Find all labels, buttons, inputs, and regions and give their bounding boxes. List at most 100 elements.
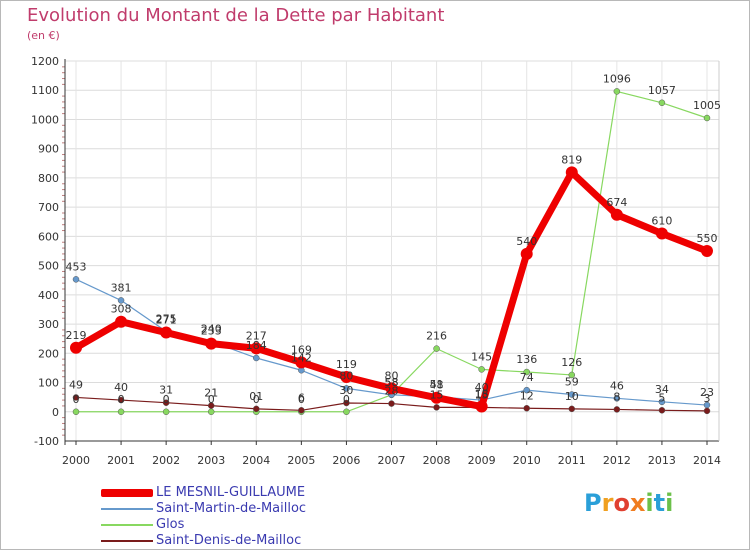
data-point [72, 276, 80, 283]
data-label: 0 [73, 393, 80, 406]
y-tick-label: 100 [38, 377, 59, 390]
data-label: 0 [343, 393, 350, 406]
data-label: 3 [704, 392, 711, 405]
x-tick-label: 2012 [603, 454, 631, 467]
data-label: 233 [201, 325, 222, 338]
data-label: 145 [471, 350, 492, 363]
data-point [655, 227, 668, 240]
data-label: 169 [291, 343, 312, 356]
data-point [475, 400, 488, 413]
data-label: 275 [156, 312, 177, 325]
data-label: 15 [430, 388, 444, 401]
data-label: 48 [430, 379, 444, 392]
data-point [523, 405, 530, 412]
data-point [295, 356, 308, 369]
legend-swatch [101, 540, 153, 542]
data-point [117, 297, 125, 304]
y-tick-label: 400 [38, 289, 59, 302]
x-tick-label: 2010 [513, 454, 541, 467]
data-point [162, 408, 170, 416]
data-label: 142 [291, 351, 312, 364]
data-label: 453 [66, 260, 87, 273]
x-tick-label: 2008 [423, 454, 451, 467]
legend-label: Saint-Denis-de-Mailloc [156, 533, 302, 548]
y-tick-label: 700 [38, 201, 59, 214]
data-label: 74 [520, 371, 534, 384]
logo-letter: i [645, 489, 654, 517]
legend-swatch [101, 489, 153, 497]
data-point [613, 88, 621, 95]
legend-item: Saint-Denis-de-Mailloc [101, 533, 306, 549]
data-label: 6 [298, 391, 305, 404]
data-point [160, 326, 173, 339]
data-point [610, 208, 623, 221]
data-point [343, 399, 350, 407]
legend-label: LE MESNIL-GUILLAUME [156, 485, 306, 500]
data-label: 23 [700, 386, 714, 399]
data-point [520, 247, 533, 260]
logo-letter: r [601, 489, 614, 517]
y-tick-label: 1000 [31, 113, 59, 126]
data-label: 46 [610, 379, 624, 392]
data-point [70, 341, 82, 354]
y-tick-label: 1200 [31, 55, 59, 68]
x-tick-label: 2001 [107, 454, 135, 467]
data-label: 136 [516, 353, 537, 366]
data-point [253, 405, 260, 413]
data-label: 216 [426, 330, 447, 343]
data-label: 5 [658, 391, 665, 404]
data-point [478, 366, 485, 373]
data-label: 1005 [693, 99, 721, 112]
y-tick-label: 800 [38, 172, 59, 185]
data-label: 217 [246, 329, 267, 342]
x-tick-label: 2014 [693, 454, 721, 467]
data-label: 34 [655, 383, 669, 396]
x-tick-label: 2011 [558, 454, 586, 467]
data-point [568, 371, 576, 379]
data-label: 18 [475, 388, 489, 401]
data-point [658, 407, 666, 414]
x-tick-label: 2002 [152, 454, 180, 467]
data-label: 219 [66, 329, 87, 342]
legend-swatch [101, 524, 153, 526]
data-point [658, 398, 666, 406]
data-label: 674 [606, 196, 627, 209]
data-label: 21 [204, 387, 218, 400]
data-point [385, 382, 398, 395]
data-label: 240 [201, 323, 222, 336]
data-label: 126 [561, 356, 582, 369]
data-label: 58 [385, 376, 399, 389]
data-label: 28 [385, 385, 399, 398]
y-tick-label: -100 [34, 435, 59, 448]
data-point [340, 370, 353, 383]
data-point [117, 408, 125, 416]
data-label: 15 [475, 388, 489, 401]
x-tick-label: 2004 [242, 454, 270, 467]
data-label: 51 [430, 378, 444, 391]
data-point [298, 407, 305, 414]
data-label: 40 [114, 381, 128, 394]
data-point [207, 408, 215, 416]
data-point [207, 402, 215, 409]
data-label: 80 [339, 369, 353, 382]
data-label: 540 [516, 235, 537, 248]
y-tick-label: 300 [38, 318, 59, 331]
data-label: 308 [111, 303, 132, 316]
data-point [117, 396, 125, 404]
legend-swatch [101, 508, 153, 510]
data-point [523, 368, 530, 376]
logo-letter: P [584, 489, 602, 517]
data-point [568, 391, 576, 398]
data-label: 10 [565, 390, 579, 403]
data-point [433, 404, 440, 411]
data-label: 8 [613, 390, 620, 403]
logo-letter: i [665, 489, 674, 517]
legend-item: LE MESNIL-GUILLAUME [101, 485, 306, 501]
data-label: 59 [565, 376, 579, 389]
data-point [388, 400, 395, 407]
data-point [115, 315, 128, 328]
data-point [430, 391, 443, 404]
chart-title: Evolution du Montant de la Dette par Hab… [27, 5, 445, 26]
legend-item: Saint-Martin-de-Mailloc [101, 501, 306, 517]
